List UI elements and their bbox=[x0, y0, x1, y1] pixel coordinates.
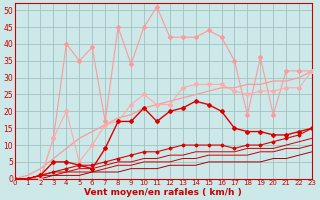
X-axis label: Vent moyen/en rafales ( km/h ): Vent moyen/en rafales ( km/h ) bbox=[84, 188, 242, 197]
